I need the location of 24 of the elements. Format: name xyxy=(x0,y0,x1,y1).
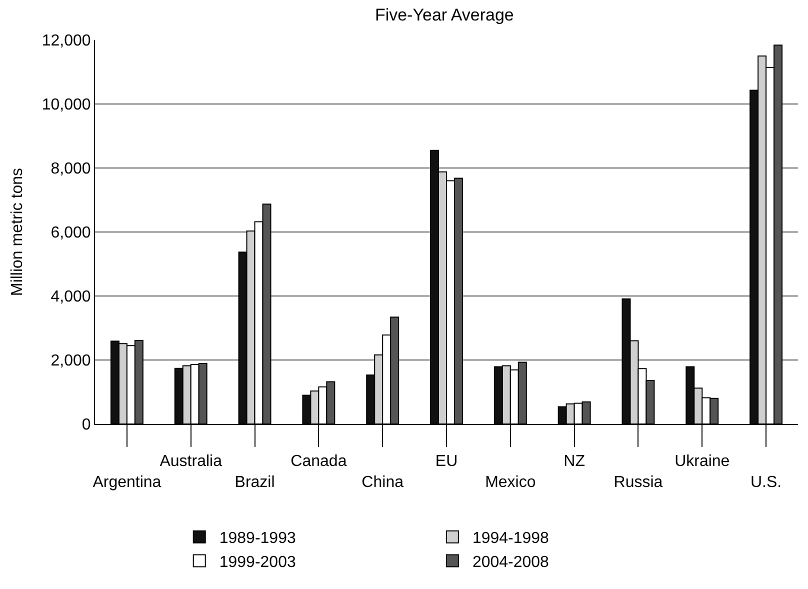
x-tick-label: Ukraine xyxy=(674,453,730,470)
x-tick-label: EU xyxy=(435,453,458,470)
legend-label: 1989-1993 xyxy=(219,530,296,548)
y-tick-label: 0 xyxy=(82,416,91,434)
legend-label: 2004-2008 xyxy=(472,554,550,571)
y-tick-label: 12,000 xyxy=(42,32,91,50)
legend-label: 1999-2003 xyxy=(219,554,296,571)
chart-title: Five-Year Average xyxy=(374,6,514,25)
x-tick-label: Brazil xyxy=(234,474,275,491)
x-tick-label: China xyxy=(362,474,404,491)
legend-label: 1994-1998 xyxy=(472,530,550,548)
x-tick-label: Australia xyxy=(160,453,222,470)
y-tick-label: 10,000 xyxy=(42,96,91,114)
y-tick-label: 4,000 xyxy=(50,288,91,306)
x-tick-label: Argentina xyxy=(92,474,162,491)
x-tick-label: U.S. xyxy=(750,474,782,491)
y-tick-label: 6,000 xyxy=(50,224,91,242)
y-tick-label: 2,000 xyxy=(50,352,91,370)
x-tick-label: Canada xyxy=(290,453,347,470)
y-axis-title: Million metric tons xyxy=(8,168,26,296)
x-tick-label: Russia xyxy=(614,474,663,491)
y-tick-label: 8,000 xyxy=(50,160,91,178)
x-tick-label: Mexico xyxy=(485,474,536,491)
x-tick-label: NZ xyxy=(564,453,586,470)
